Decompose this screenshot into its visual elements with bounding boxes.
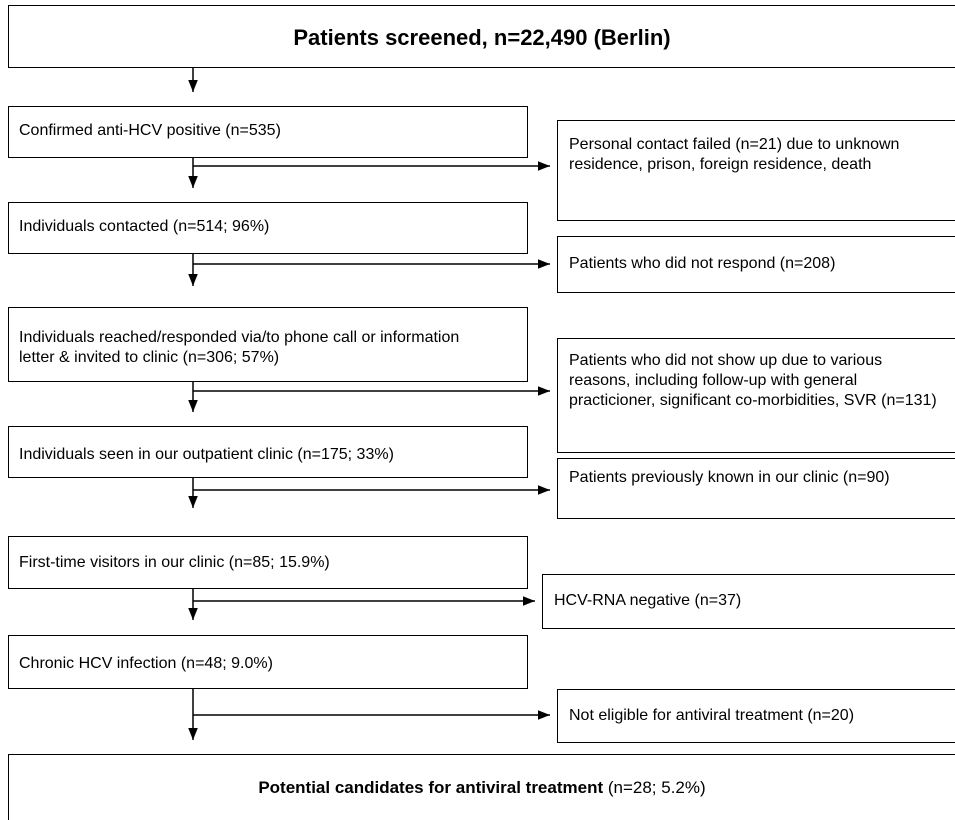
exclusion-box: Personal contact failed (n=21) due to un…: [557, 120, 955, 221]
result-detail: (n=28; 5.2%): [607, 778, 706, 797]
step-box: Individuals seen in our outpatient clini…: [8, 426, 528, 478]
arrows: [188, 68, 550, 740]
result-title: Potential candidates for antiviral treat…: [258, 778, 604, 797]
step-text: First-time visitors in our clinic (n=85;…: [19, 554, 330, 571]
exclusion-text: Patients who did not respond (n=208): [569, 255, 836, 272]
exclusion-box: Not eligible for antiviral treatment (n=…: [557, 689, 955, 743]
step-text: Individuals seen in our outpatient clini…: [19, 446, 394, 463]
exclusion-text: Personal contact failed (n=21) due to un…: [569, 136, 900, 173]
step-text: Chronic HCV infection (n=48; 9.0%): [19, 655, 273, 672]
step-text: Individuals contacted (n=514; 96%): [19, 218, 270, 235]
exclusion-box: Patients who did not show up due to vari…: [557, 338, 955, 453]
exclusion-text: HCV-RNA negative (n=37): [554, 592, 742, 609]
exclusion-text: Patients who did not show up due to vari…: [569, 352, 937, 409]
header-title: Patients screened, n=22,490 (Berlin): [293, 25, 671, 50]
exclusion-box: Patients previously known in our clinic …: [557, 458, 955, 519]
step-box: Individuals contacted (n=514; 96%): [8, 202, 528, 254]
step-box: Confirmed anti-HCV positive (n=535): [8, 106, 528, 158]
step-box: Chronic HCV infection (n=48; 9.0%): [8, 635, 528, 689]
exclusion-box: HCV-RNA negative (n=37): [542, 574, 955, 629]
step-box: First-time visitors in our clinic (n=85;…: [8, 536, 528, 589]
header-box: Patients screened, n=22,490 (Berlin): [8, 5, 955, 68]
exclusion-text: Not eligible for antiviral treatment (n=…: [569, 707, 855, 724]
exclusion-box: Patients who did not respond (n=208): [557, 236, 955, 293]
result-box: Potential candidates for antiviral treat…: [8, 754, 955, 820]
step-box: Individuals reached/responded via/to pho…: [8, 307, 528, 382]
exclusion-text: Patients previously known in our clinic …: [569, 469, 890, 486]
step-text: Confirmed anti-HCV positive (n=535): [19, 122, 281, 139]
step-text: Individuals reached/responded via/to pho…: [19, 329, 460, 366]
